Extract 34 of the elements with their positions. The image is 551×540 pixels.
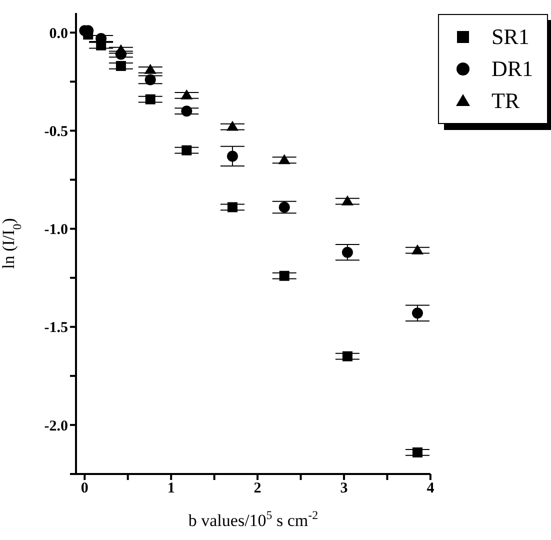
y-tick-label: 0.0 <box>49 26 68 42</box>
x-tick-label: 0 <box>80 480 88 497</box>
point <box>412 447 422 458</box>
point <box>180 89 193 100</box>
x-tick-label: 2 <box>254 480 262 497</box>
point <box>227 202 238 212</box>
y-tick-label: -1.0 <box>44 222 68 238</box>
x-tick-label: 1 <box>167 480 175 497</box>
point <box>412 308 423 319</box>
point <box>181 106 192 117</box>
x-axis-title: b values/10$^{5}$ s cm$^{-2}$ <box>188 508 318 530</box>
point <box>279 270 290 281</box>
legend-label: TR <box>491 88 520 114</box>
y-tick-label: -0.5 <box>44 124 68 140</box>
point <box>144 64 156 74</box>
point <box>145 94 156 104</box>
point <box>226 120 238 131</box>
point <box>342 246 353 258</box>
point <box>114 44 127 54</box>
legend-label: DR1 <box>491 56 533 82</box>
point <box>278 154 290 164</box>
point <box>226 150 238 162</box>
point <box>116 60 126 71</box>
x-tick-label: 3 <box>340 480 348 497</box>
point <box>411 244 424 254</box>
point <box>342 351 352 362</box>
point <box>278 202 290 213</box>
y-tick-label: -2.0 <box>44 418 68 434</box>
legend-label: SR1 <box>491 24 530 50</box>
x-tick-label: 4 <box>426 480 435 497</box>
point <box>341 195 354 206</box>
point <box>144 74 156 86</box>
y-tick-label: -1.5 <box>44 320 68 336</box>
point <box>182 145 192 156</box>
